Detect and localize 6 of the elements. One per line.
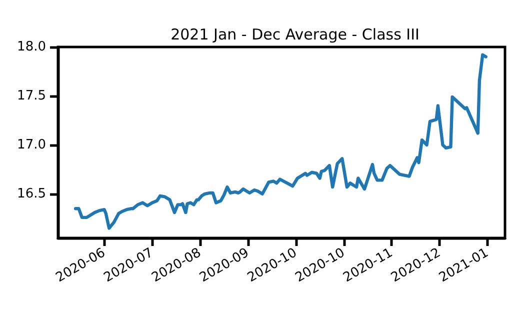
- y-tick-label: 18.0: [17, 40, 46, 54]
- y-tick-label: 16.5: [17, 186, 46, 202]
- y-tick-label: 17.5: [17, 88, 46, 104]
- y-tick-label: 17.0: [17, 137, 46, 152]
- chart-title: 2021 Jan - Dec Average - Class III: [170, 26, 420, 44]
- line-series: [74, 53, 488, 230]
